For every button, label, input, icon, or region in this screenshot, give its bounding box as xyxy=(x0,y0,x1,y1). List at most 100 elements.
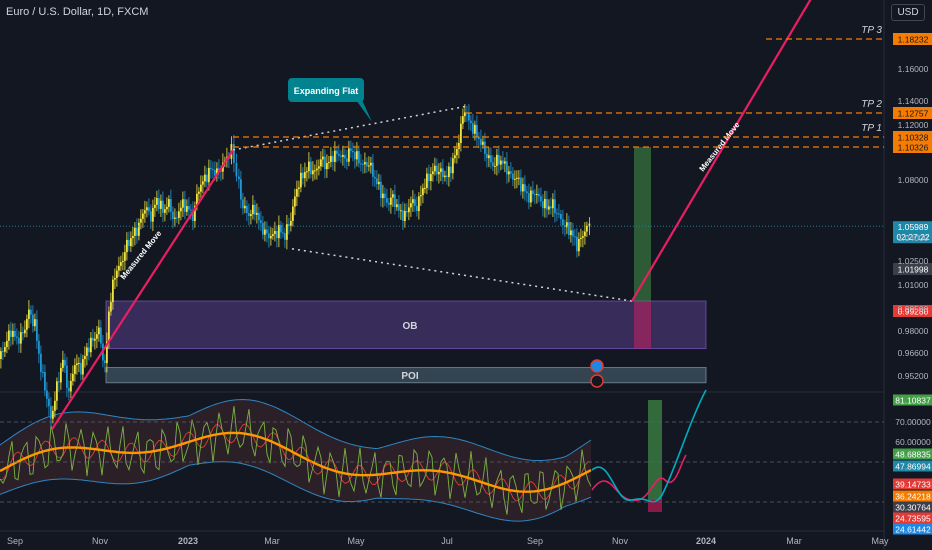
candle-body xyxy=(480,138,482,145)
candle-body xyxy=(512,173,514,180)
candle-body xyxy=(442,168,444,178)
candle-body xyxy=(440,168,442,172)
level-tag: TP 1 xyxy=(861,123,882,134)
candle-body xyxy=(584,231,586,237)
candle-body xyxy=(154,204,156,208)
candle-body xyxy=(233,144,235,163)
candle-body xyxy=(92,337,94,341)
candle-body xyxy=(354,152,356,160)
candle-body xyxy=(488,155,490,159)
candle-body xyxy=(438,171,440,175)
price-tick: 1.14000 xyxy=(898,96,929,106)
indicator-value-label: 24.73595 xyxy=(895,514,931,524)
candle-body xyxy=(146,207,148,211)
candle-body xyxy=(398,204,400,211)
price-tick: 1.01000 xyxy=(898,280,929,290)
candle-body xyxy=(174,217,176,219)
candle-body xyxy=(376,178,378,185)
time-tick: Nov xyxy=(92,536,109,546)
candle-body xyxy=(514,178,516,180)
candle-body xyxy=(20,332,22,344)
candle-body xyxy=(304,172,306,179)
candle-body xyxy=(166,206,168,210)
candle-body xyxy=(328,162,330,164)
candle-body xyxy=(368,165,370,167)
zone-layer: OB POI xyxy=(105,147,707,512)
candle-body xyxy=(396,204,398,208)
candle-body xyxy=(38,340,40,354)
time-tick: May xyxy=(871,536,889,546)
candle-body xyxy=(210,167,212,170)
candle-body xyxy=(476,124,478,137)
candle-body xyxy=(308,161,310,172)
candle-body xyxy=(262,223,264,235)
candle-body xyxy=(468,113,470,121)
candle-body xyxy=(6,340,8,348)
candle-body xyxy=(214,169,216,176)
indicator-lower-band xyxy=(0,461,592,522)
candle-body xyxy=(342,154,344,157)
zone-label-ob: OB xyxy=(403,321,418,332)
candle-body xyxy=(200,184,202,192)
candle-body xyxy=(260,220,262,224)
level-price-badge xyxy=(893,131,932,143)
level-price-label: 1.18232 xyxy=(898,35,929,45)
candle-body xyxy=(80,362,82,375)
indicator-value-badge xyxy=(893,478,932,490)
candle-body xyxy=(306,171,308,173)
candle-body xyxy=(510,171,512,174)
candle-body xyxy=(548,206,550,210)
candle-body xyxy=(42,372,44,374)
candle-body xyxy=(48,398,50,407)
indicator-value-badge xyxy=(893,490,932,502)
candle-body xyxy=(524,184,526,192)
candle-body xyxy=(104,360,106,364)
candle-body xyxy=(4,347,6,352)
candle-body xyxy=(240,179,242,200)
candle-body xyxy=(356,151,358,160)
candle-body xyxy=(370,162,372,166)
candle-body xyxy=(176,217,178,219)
candle-body xyxy=(464,112,466,117)
candle-body xyxy=(278,224,280,239)
indicator-value-label: 36.24218 xyxy=(895,492,931,502)
candle-body xyxy=(416,205,418,212)
candle-body xyxy=(84,355,86,360)
currency-button[interactable]: USD xyxy=(891,4,925,21)
candle-body xyxy=(70,380,72,392)
candle-body xyxy=(244,205,246,209)
candle-body xyxy=(534,193,536,195)
candle-body xyxy=(8,330,10,341)
zone-price-badge xyxy=(893,263,932,275)
candle-body xyxy=(30,309,32,315)
candle-body xyxy=(532,190,534,194)
time-tick: 2024 xyxy=(696,536,716,546)
candle-body xyxy=(470,120,472,124)
candle-body xyxy=(206,174,208,183)
candle-body xyxy=(162,200,164,213)
candle-body xyxy=(364,162,366,165)
candle-body xyxy=(288,224,290,226)
candle-body xyxy=(78,362,80,364)
candle-body xyxy=(346,158,348,162)
price-tick: 1.02500 xyxy=(898,256,929,266)
candle-body xyxy=(34,319,36,327)
candle-body xyxy=(26,318,28,330)
candle-body xyxy=(382,193,384,199)
candle-body xyxy=(566,222,568,228)
candle-body xyxy=(388,202,390,205)
candle-body xyxy=(238,176,240,180)
candle-body xyxy=(32,314,34,327)
candle-body xyxy=(60,367,62,383)
candle-body xyxy=(96,334,98,339)
candle-body xyxy=(108,311,110,342)
candle-body xyxy=(310,161,312,175)
candle-body xyxy=(120,262,122,266)
candle-body xyxy=(110,302,112,312)
candle-body xyxy=(360,163,362,165)
candle-body xyxy=(116,270,118,278)
candle-body xyxy=(482,141,484,145)
callout-pointer xyxy=(356,100,372,122)
candle-body xyxy=(330,155,332,163)
